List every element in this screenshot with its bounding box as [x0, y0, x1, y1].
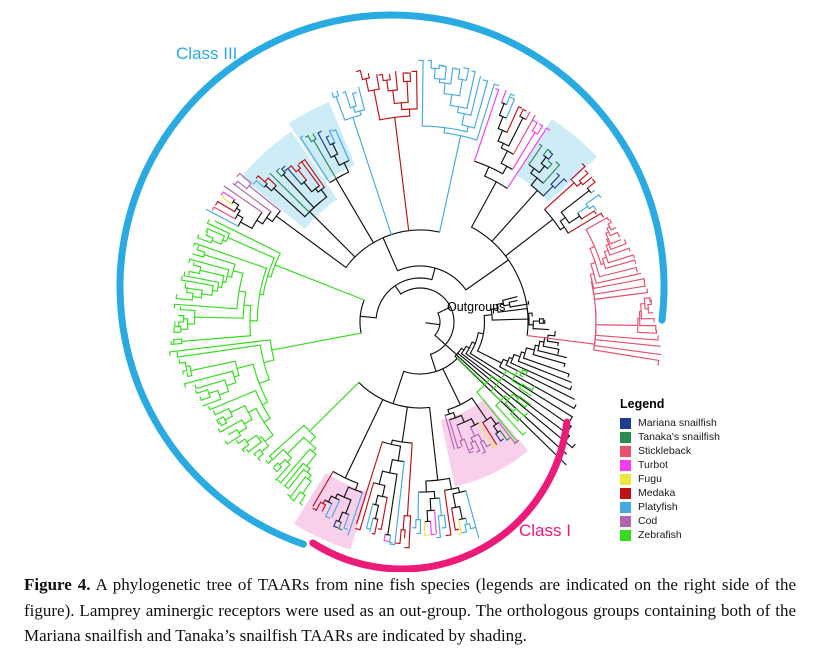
legend-item-label: Fugu: [638, 473, 662, 485]
legend-item-label: Stickleback: [638, 445, 692, 457]
legend-item-label: Mariana snailfish: [638, 417, 717, 429]
clade-northwest-mixed: [205, 172, 323, 251]
legend-item: Platyfish: [620, 502, 720, 513]
legend-swatch-icon: [620, 446, 631, 457]
clade-zebra-fan-west-upper: [170, 219, 354, 346]
class-i-arc: [309, 418, 571, 572]
legend-item-label: Tanaka's snailfish: [638, 431, 720, 443]
legend-swatch-icon: [620, 530, 631, 541]
clade-cod-group: [444, 397, 520, 454]
legend-item: Tanaka's snailfish: [620, 432, 720, 443]
ortholog-shading-box: [515, 119, 597, 202]
class-i-label: Class I: [519, 521, 571, 540]
legend-item-label: Zebrafish: [638, 529, 682, 541]
phylogenetic-tree-figure: [116, 11, 668, 572]
legend-item: Cod: [620, 516, 720, 527]
clade-shaded-group-nw-small: [299, 129, 350, 184]
tree-branches: [169, 59, 662, 549]
ortholog-shading-box: [293, 472, 368, 550]
clade-class1-shaded-group: [312, 436, 366, 536]
outgroups-label: Outgroups: [447, 300, 506, 314]
clade-medaka-platyfish-east: [544, 163, 604, 234]
legend-item-label: Platyfish: [638, 501, 678, 513]
legend-item: Mariana snailfish: [620, 418, 720, 429]
clade-class1-fan-east: [412, 438, 480, 539]
clade-zebra-fan-west-lower: [169, 336, 342, 462]
clade-shaded-group-ne: [528, 143, 567, 197]
legend-swatch-icon: [620, 432, 631, 443]
legend-item-label: Medaka: [638, 487, 676, 499]
legend-items: Mariana snailfish Tanaka's snailfish Stick…: [620, 418, 720, 541]
clade-platyfish-north-small: [331, 86, 377, 188]
legend-swatch-icon: [620, 418, 631, 429]
clade-class1-green-inner: [476, 369, 535, 445]
legend-swatch-icon: [620, 502, 631, 513]
clade-northeast-mixed: [473, 88, 551, 190]
legend-item-label: Turbot: [638, 459, 668, 471]
legend-item: Medaka: [620, 488, 720, 499]
clade-stickleback-fan-east: [585, 217, 662, 366]
legend-swatch-icon: [620, 460, 631, 471]
legend-item: Fugu: [620, 474, 720, 485]
legend-item-label: Cod: [638, 515, 658, 527]
clade-medaka-north: [355, 69, 418, 186]
legend-swatch-icon: [620, 516, 631, 527]
legend-swatch-icon: [620, 474, 631, 485]
legend-item: Stickleback: [620, 446, 720, 457]
clade-green-south: [265, 388, 354, 506]
class-arcs: [116, 11, 668, 572]
legend: Legend Mariana snailfish Tanaka's snailfi…: [620, 397, 720, 544]
clade-class1-fan-mid: [355, 432, 413, 549]
legend-title: Legend: [620, 397, 665, 411]
ortholog-shading-box: [241, 131, 338, 229]
class-iii-label: Class III: [176, 44, 238, 63]
figure-caption-text: A phylogenetic tree of TAARs from nine f…: [24, 575, 797, 645]
clade-shaded-group-nw-large: [253, 159, 328, 218]
class-iii-arc: [116, 11, 668, 548]
legend-item: Zebrafish: [620, 530, 720, 541]
figure-caption: Figure 4. A phylogenetic tree of TAARs f…: [24, 572, 796, 649]
clade-platyfish-north-fan: [418, 59, 500, 204]
figure-caption-label: Figure 4.: [24, 575, 91, 594]
legend-item: Turbot: [620, 460, 720, 471]
legend-swatch-icon: [620, 488, 631, 499]
